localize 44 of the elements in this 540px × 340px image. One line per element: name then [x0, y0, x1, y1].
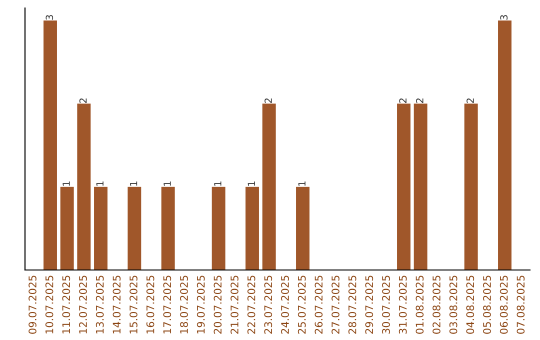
- data-label: 2: [264, 98, 272, 103]
- x-tick-label: 18.07.2025: [180, 276, 188, 334]
- data-label: 1: [298, 182, 306, 186]
- x-tick-label: 11.07.2025: [62, 276, 70, 334]
- x-tick-label: 29.07.2025: [365, 276, 374, 334]
- data-label: 2: [399, 98, 406, 103]
- x-tick-label: 17.07.2025: [163, 276, 172, 334]
- x-tick-label: 03.08.2025: [449, 276, 458, 334]
- x-tick-label: 14.07.2025: [112, 276, 121, 334]
- x-tick-label: 24.07.2025: [281, 276, 289, 334]
- x-tick-label: 16.07.2025: [146, 276, 154, 334]
- data-label: 1: [214, 182, 222, 186]
- x-tick-label: 05.08.2025: [483, 276, 491, 334]
- x-tick-label: 09.07.2025: [28, 276, 36, 334]
- x-tick-label: 07.08.2025: [516, 276, 525, 334]
- x-tick-label: 06.08.2025: [500, 276, 508, 334]
- data-label: 1: [96, 182, 104, 186]
- data-label: 1: [62, 182, 70, 186]
- data-label: 3: [500, 15, 508, 20]
- x-tick-label: 27.07.2025: [332, 276, 340, 334]
- x-tick-label: 12.07.2025: [79, 276, 87, 334]
- x-tick-label: 26.07.2025: [314, 276, 323, 334]
- data-label: 3: [46, 15, 54, 20]
- data-label: 2: [416, 98, 424, 103]
- x-tick-label: 28.07.2025: [348, 276, 356, 334]
- x-tick-label: 10.07.2025: [45, 276, 54, 334]
- x-tick-label: 23.07.2025: [264, 276, 272, 334]
- x-tick-label: 04.08.2025: [466, 276, 474, 334]
- data-label: 1: [130, 182, 138, 186]
- x-tick-label: 31.07.2025: [398, 276, 407, 334]
- x-tick-label: 02.08.2025: [432, 276, 440, 334]
- x-tick-label: 20.07.2025: [214, 276, 222, 334]
- x-tick-label: 19.07.2025: [196, 276, 205, 334]
- data-label: 1: [164, 182, 171, 186]
- x-tick-label: 21.07.2025: [230, 276, 238, 334]
- x-tick-label: 30.07.2025: [382, 276, 390, 334]
- x-tick-label: 15.07.2025: [130, 276, 138, 334]
- x-tick-label: 22.07.2025: [247, 276, 256, 334]
- x-tick-label: 13.07.2025: [96, 276, 104, 334]
- data-label: 2: [79, 98, 87, 103]
- x-tick-label: 01.08.2025: [416, 276, 424, 334]
- data-label: 2: [466, 98, 474, 103]
- data-label: 1: [248, 182, 255, 186]
- x-tick-label: 25.07.2025: [298, 276, 306, 334]
